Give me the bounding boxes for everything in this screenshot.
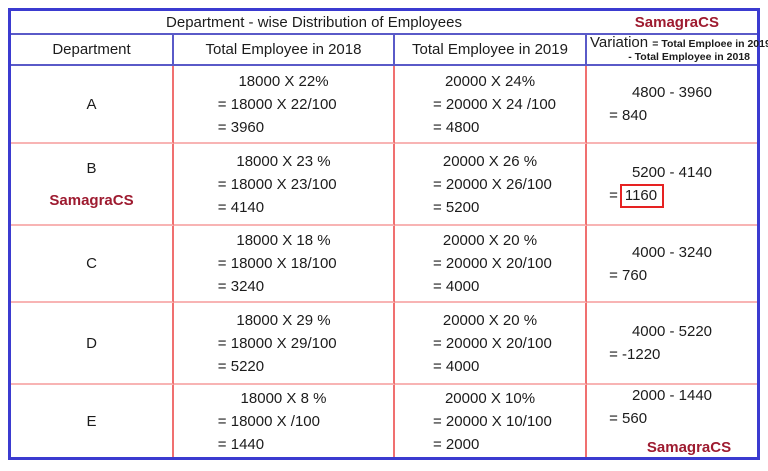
calc-line: = 18000 X 23/100 bbox=[217, 175, 337, 193]
variation-cell-E: 2000 - 1440 = 560 SamagraCS bbox=[587, 385, 757, 457]
calc-cell-2018-B: 18000 X 23 % = 18000 X 23/100 = 4140 bbox=[174, 144, 395, 226]
department-cell-C: C bbox=[11, 226, 174, 303]
calc-line: 20000 X 20 % bbox=[442, 232, 538, 249]
calc-cell-2018-D: 18000 X 29 % = 18000 X 29/100 = 5220 bbox=[174, 303, 395, 385]
variation-line: 5200 - 4140 bbox=[631, 163, 713, 181]
variation-line: = 560 bbox=[609, 409, 648, 427]
calc-line: 18000 X 8 % bbox=[240, 389, 327, 407]
department-label: A bbox=[86, 95, 97, 113]
department-label: E bbox=[86, 412, 97, 430]
col-header-variation: Variation = Total Emploee in 2019 - Tota… bbox=[587, 34, 768, 66]
variation-cell-B: 5200 - 4140 = 1160 bbox=[587, 144, 757, 226]
brand-watermark-bottom: SamagraCS bbox=[646, 438, 732, 456]
calc-line: 18000 X 29 % bbox=[236, 311, 331, 329]
variation-line: 4000 - 5220 bbox=[631, 323, 713, 340]
calc-cell-2019-C: 20000 X 20 % = 20000 X 20/100 = 4000 bbox=[395, 226, 587, 303]
calc-line: = 18000 X 29/100 bbox=[217, 334, 337, 352]
calc-cell-2018-A: 18000 X 22% = 18000 X 22/100 = 3960 bbox=[174, 66, 395, 144]
department-label: D bbox=[86, 334, 97, 352]
table-title-row: Department - wise Distribution of Employ… bbox=[11, 11, 757, 35]
calc-line: = 3960 bbox=[217, 118, 265, 136]
department-label: C bbox=[86, 255, 97, 272]
col-header-2019: Total Employee in 2019 bbox=[395, 35, 587, 66]
calc-cell-2019-D: 20000 X 20 % = 20000 X 20/100 = 4000 bbox=[395, 303, 587, 385]
calc-line: = 4000 bbox=[433, 278, 480, 295]
calc-cell-2019-B: 20000 X 26 % = 20000 X 26/100 = 5200 bbox=[395, 144, 587, 226]
calc-line: 20000 X 26 % bbox=[442, 152, 538, 170]
variation-line: = 840 bbox=[609, 107, 648, 124]
variation-header-line1: Variation = Total Emploee in 2019 bbox=[590, 34, 768, 51]
calc-line: = 20000 X 20/100 bbox=[433, 255, 552, 272]
calc-line: = 20000 X 10/100 bbox=[433, 412, 552, 430]
calc-line: = 4140 bbox=[217, 198, 265, 216]
col-header-department: Department bbox=[11, 35, 174, 66]
variation-line: 4000 - 3240 bbox=[631, 243, 713, 261]
department-cell-D: D bbox=[11, 303, 174, 385]
calc-line: 18000 X 22% bbox=[238, 72, 329, 90]
calc-line: = 20000 X 24 /100 bbox=[433, 95, 557, 113]
calc-line: 18000 X 18 % bbox=[236, 232, 331, 249]
variation-formula-line2: - Total Employee in 2018 bbox=[628, 51, 750, 63]
brand-watermark-mid: SamagraCS bbox=[49, 191, 134, 209]
calc-line: = 4000 bbox=[433, 357, 480, 375]
calc-cell-2018-E: 18000 X 8 % = 18000 X /100 = 1440 bbox=[174, 385, 395, 457]
calc-line: = 3240 bbox=[217, 278, 265, 295]
calc-line: = 4800 bbox=[433, 118, 480, 136]
department-cell-B: B SamagraCS bbox=[11, 144, 174, 226]
variation-label: Variation bbox=[590, 34, 649, 51]
employee-distribution-table: Department - wise Distribution of Employ… bbox=[8, 8, 768, 460]
variation-line: = 760 bbox=[609, 266, 648, 284]
calc-cell-2019-E: 20000 X 10% = 20000 X 10/100 = 2000 bbox=[395, 385, 587, 457]
variation-line: 2000 - 1440 bbox=[631, 386, 713, 404]
calc-line: 20000 X 20 % bbox=[442, 311, 538, 329]
department-cell-A: A bbox=[11, 66, 174, 144]
calc-cell-2019-A: 20000 X 24% = 20000 X 24 /100 = 4800 bbox=[395, 66, 587, 144]
calc-line: = 5220 bbox=[217, 357, 265, 375]
department-cell-E: E bbox=[11, 385, 174, 457]
variation-line: = -1220 bbox=[609, 346, 661, 363]
answer-highlight-box: 1160 bbox=[619, 183, 665, 208]
calc-line: = 1440 bbox=[217, 435, 265, 453]
table-title: Department - wise Distribution of Employ… bbox=[166, 13, 462, 31]
col-header-2018: Total Employee in 2018 bbox=[174, 35, 395, 66]
variation-line: = 1160 bbox=[587, 183, 757, 208]
department-label: B bbox=[86, 159, 97, 177]
variation-formula-line1: = Total Emploee in 2019 bbox=[652, 38, 768, 50]
variation-cell-A: 4800 - 3960 = 840 bbox=[587, 66, 757, 144]
calc-line: = 2000 bbox=[433, 435, 480, 453]
calc-line: = 20000 X 26/100 bbox=[433, 175, 552, 193]
calc-line: = 18000 X 22/100 bbox=[217, 95, 337, 113]
calc-line: 18000 X 23 % bbox=[236, 152, 331, 170]
calc-line: = 18000 X 18/100 bbox=[217, 255, 337, 272]
calc-line: 20000 X 10% bbox=[444, 389, 536, 407]
calc-cell-2018-C: 18000 X 18 % = 18000 X 18/100 = 3240 bbox=[174, 226, 395, 303]
calc-line: = 5200 bbox=[433, 198, 480, 216]
calc-line: = 20000 X 20/100 bbox=[433, 334, 552, 352]
calc-line: 20000 X 24% bbox=[444, 72, 536, 90]
calc-line: = 18000 X /100 bbox=[217, 412, 320, 430]
variation-cell-D: 4000 - 5220 = -1220 bbox=[587, 303, 757, 385]
brand-watermark-top: SamagraCS bbox=[634, 13, 719, 31]
variation-cell-C: 4000 - 3240 = 760 bbox=[587, 226, 757, 303]
variation-line: 4800 - 3960 bbox=[631, 84, 713, 101]
